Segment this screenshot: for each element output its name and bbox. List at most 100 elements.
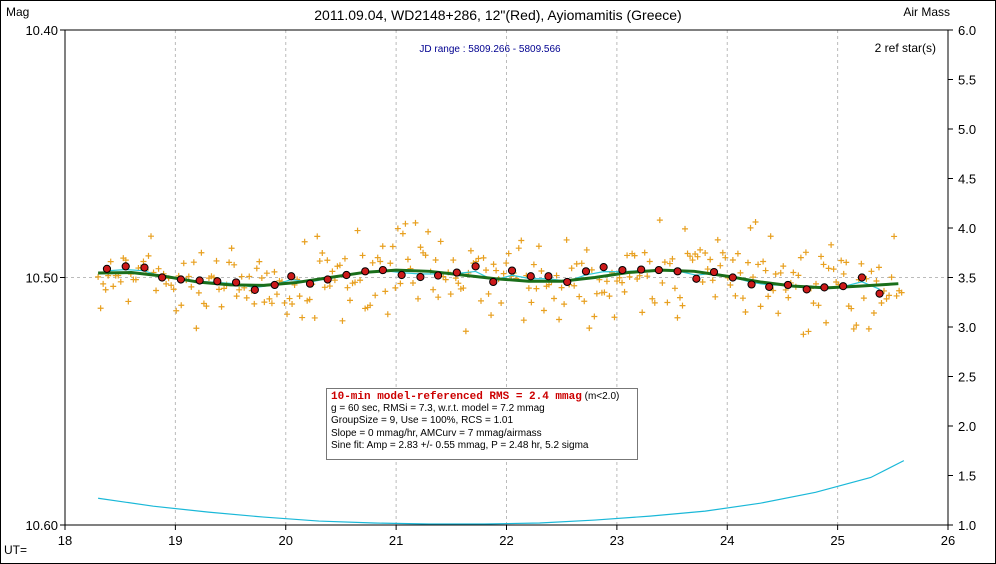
group-mean-point [342,270,351,280]
group-mean-point [140,263,149,272]
ref-stars-label: 2 ref star(s) [875,41,936,55]
group-mean-point [158,273,167,282]
raw-point [838,257,845,264]
raw-point [576,293,583,300]
raw-point [185,273,192,280]
group-mean-point [361,267,370,276]
raw-point [450,257,457,264]
raw-point [823,319,830,326]
raw-point [815,302,822,309]
raw-point [538,267,545,274]
group-mean-point [195,276,204,285]
raw-point [493,267,500,274]
group-mean-point [709,267,719,277]
raw-point [354,227,361,234]
raw-point [299,314,306,321]
y-right-tick-label: 6.0 [958,23,976,38]
raw-point [750,274,757,281]
raw-point [397,280,404,287]
raw-point [284,311,291,318]
raw-point [719,249,726,256]
y-right-tick-label: 3.5 [958,271,976,286]
group-mean-point [270,280,279,290]
raw-point [324,257,331,264]
group-mean-point [507,266,517,275]
raw-point [266,295,273,302]
raw-point [888,274,895,281]
raw-point [110,283,117,290]
raw-point [505,250,512,257]
x-tick-label: 20 [279,533,293,548]
plot-border [64,29,949,526]
raw-point [483,267,490,274]
raw-point [656,217,663,224]
raw-point [893,292,900,299]
raw-point [581,298,588,305]
y-left-axis-label: Mag [6,5,29,19]
raw-point [737,269,744,276]
raw-point [422,252,429,259]
raw-point [178,302,185,309]
raw-point [891,233,898,240]
raw-point [649,295,656,302]
chart-title: 2011.09.04, WD2148+286, 12"(Red), Ayioma… [314,7,681,23]
raw-point [729,256,736,263]
stats-line-3: GroupSize = 9, Use = 100%, RCS = 1.01 [331,415,514,427]
raw-point [825,265,832,272]
raw-point [770,287,777,294]
raw-point [455,280,462,287]
x-tick-label: 26 [941,533,955,548]
raw-point [669,255,676,262]
raw-points-layer [95,217,905,338]
y-left-tick-label: 10.60 [25,518,58,533]
raw-point [306,296,313,303]
raw-point [216,286,223,293]
raw-point [188,283,195,290]
raw-point [447,291,454,298]
raw-point [372,292,379,299]
raw-point [251,300,258,307]
x-tick-label: 25 [830,533,844,548]
raw-point [697,246,704,253]
raw-point [601,289,608,296]
raw-point [551,295,558,302]
raw-point [644,273,651,280]
raw-point [641,249,648,256]
raw-point [744,259,751,266]
raw-point [500,270,507,277]
raw-point [273,291,280,298]
raw-point [462,328,469,335]
raw-point [614,278,621,285]
raw-point [314,233,321,240]
y-right-tick-label: 2.0 [958,419,976,434]
raw-point [666,260,673,267]
raw-point [95,273,102,280]
group-mean-point [728,273,737,282]
group-mean-point [433,271,443,280]
raw-point [556,316,563,323]
raw-point [301,238,308,245]
raw-point [767,233,774,240]
raw-point [843,259,850,266]
raw-point [148,233,155,240]
raw-point [820,261,827,268]
raw-point [573,260,580,267]
raw-point [525,285,532,292]
raw-point [268,300,275,307]
raw-point [402,220,409,227]
raw-point [399,230,406,237]
raw-point [261,299,268,306]
raw-point [687,253,694,260]
raw-point [671,285,678,292]
raw-point [518,237,525,244]
raw-point [868,268,875,275]
group-mean-point [563,277,572,287]
raw-point [583,246,590,253]
raw-point [704,266,711,273]
group-mean-point [599,263,608,272]
raw-point [898,289,905,296]
y-right-tick-label: 1.5 [958,469,976,484]
raw-point [727,282,734,289]
raw-point [586,325,593,332]
raw-point [430,286,437,293]
